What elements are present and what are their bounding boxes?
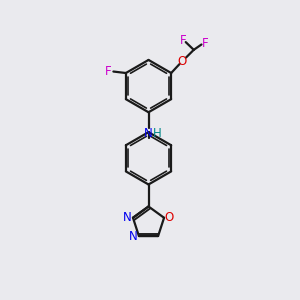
Text: F: F <box>105 65 111 78</box>
Text: O: O <box>164 211 174 224</box>
Text: N: N <box>129 230 138 243</box>
Text: F: F <box>202 37 208 50</box>
Text: F: F <box>180 34 187 47</box>
Text: H: H <box>152 127 161 140</box>
Text: O: O <box>178 55 187 68</box>
Text: N: N <box>143 127 152 140</box>
Text: N: N <box>123 211 132 224</box>
